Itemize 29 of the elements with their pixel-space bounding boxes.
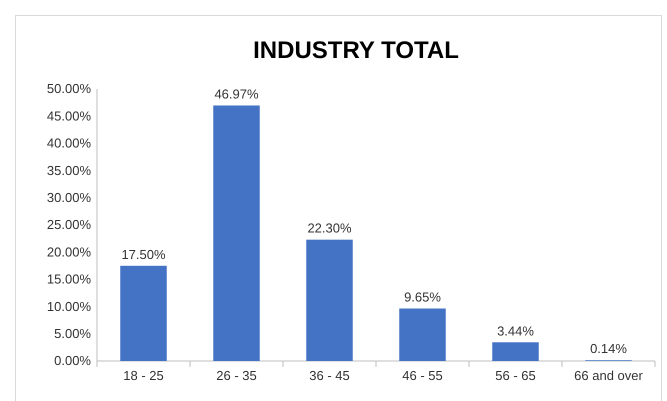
bar: [306, 240, 353, 361]
x-tick-label: 18 - 25: [123, 368, 164, 384]
y-tick-label: 25.00%: [46, 217, 92, 232]
y-tick-label: 40.00%: [46, 136, 92, 151]
y-tick-label: 0.00%: [54, 353, 92, 368]
y-tick-label: 20.00%: [46, 244, 92, 260]
y-tick-label: 35.00%: [46, 162, 92, 178]
x-tick-label: 36 - 45: [309, 368, 350, 384]
bar: [399, 308, 446, 361]
data-label: 3.44%: [497, 323, 534, 338]
data-label: 17.50%: [121, 246, 166, 262]
y-tick-label: 45.00%: [46, 108, 92, 124]
data-label: 22.30%: [307, 220, 352, 236]
bar: [213, 105, 260, 361]
y-tick-label: 10.00%: [46, 298, 92, 314]
bar: [492, 342, 539, 361]
data-label: 9.65%: [404, 290, 442, 305]
data-label: 0.14%: [590, 341, 628, 356]
x-tick-label: 46 - 55: [402, 368, 443, 384]
x-tick-label: 26 - 35: [216, 368, 257, 384]
y-tick-label: 30.00%: [46, 190, 92, 205]
y-tick-label: 15.00%: [46, 272, 92, 287]
x-tick-label: 66 and over: [574, 368, 644, 384]
y-tick-label: 5.00%: [54, 326, 92, 341]
bar: [120, 266, 167, 361]
chart-title: INDUSTRY TOTAL: [253, 37, 459, 64]
y-tick-label: 50.00%: [46, 81, 92, 96]
data-label: 46.97%: [214, 86, 259, 102]
x-tick-label: 56 - 65: [495, 368, 536, 384]
